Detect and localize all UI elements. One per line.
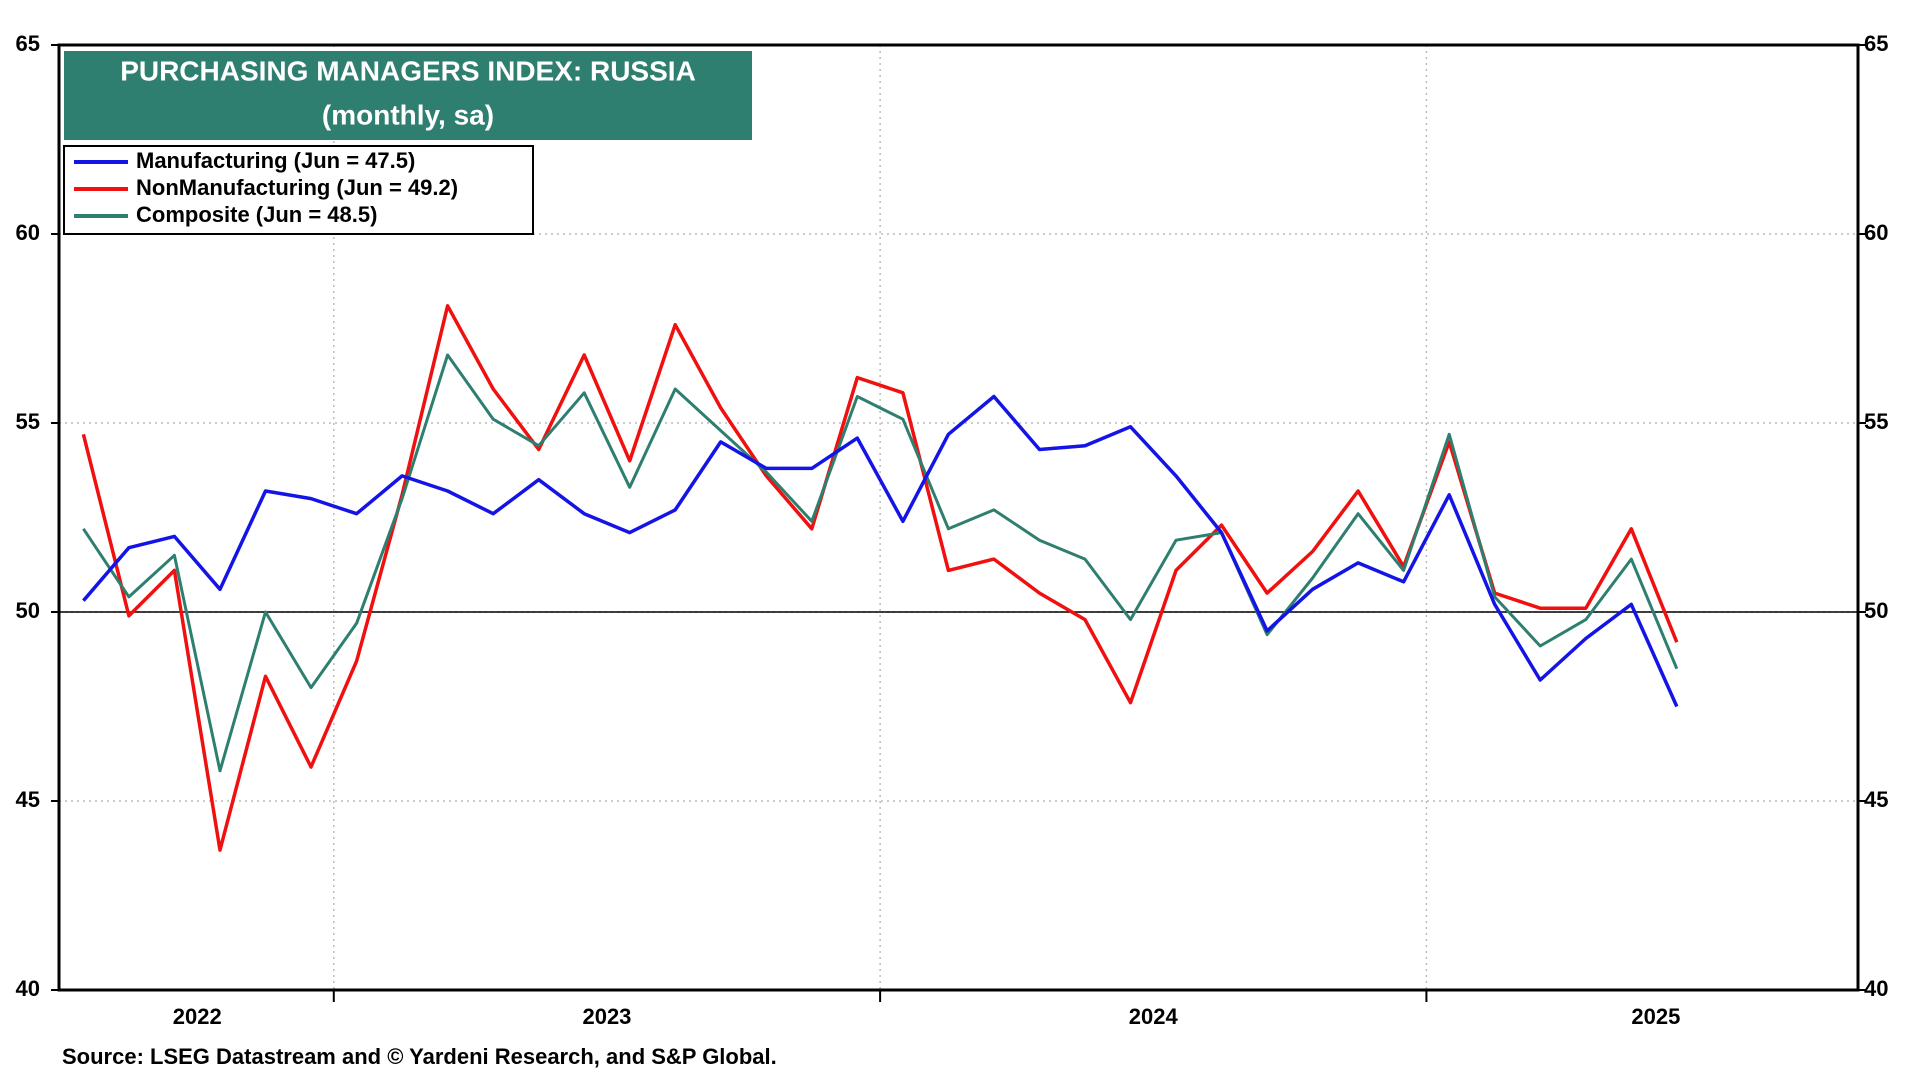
- source-note: Source: LSEG Datastream and © Yardeni Re…: [62, 1044, 777, 1069]
- legend-label: NonManufacturing (Jun = 49.2): [136, 175, 458, 200]
- y2-tick-label: 50: [1864, 598, 1888, 623]
- x-tick-label: 2025: [1631, 1004, 1680, 1029]
- y-tick-label: 55: [16, 409, 40, 434]
- plot-area: [51, 44, 1866, 1002]
- chart-subtitle: (monthly, sa): [322, 99, 494, 130]
- plot-frame: [57, 43, 1860, 992]
- series-line: [82, 353, 1679, 773]
- y2-tick-label: 45: [1864, 787, 1888, 812]
- legend-label: Composite (Jun = 48.5): [136, 202, 377, 227]
- y2-tick-label: 60: [1864, 220, 1888, 245]
- y2-tick-label: 55: [1864, 409, 1888, 434]
- x-tick-label: 2023: [582, 1004, 631, 1029]
- y-tick-label: 65: [16, 31, 40, 56]
- y2-tick-label: 65: [1864, 31, 1888, 56]
- series-line: [82, 394, 1679, 708]
- y-tick-label: 50: [16, 598, 40, 623]
- y-tick-label: 45: [16, 787, 40, 812]
- title-box: [64, 51, 752, 140]
- y-tick-label: 40: [16, 976, 40, 1001]
- legend-box: [63, 145, 534, 235]
- x-tick-label: 2024: [1129, 1004, 1179, 1029]
- y2-tick-label: 40: [1864, 976, 1888, 1001]
- chart-title: PURCHASING MANAGERS INDEX: RUSSIA: [120, 55, 696, 86]
- x-tick-label: 2022: [173, 1004, 222, 1029]
- legend-label: Manufacturing (Jun = 47.5): [136, 148, 415, 173]
- y-tick-label: 60: [16, 220, 40, 245]
- legend: Manufacturing (Jun = 47.5)NonManufacturi…: [74, 148, 458, 227]
